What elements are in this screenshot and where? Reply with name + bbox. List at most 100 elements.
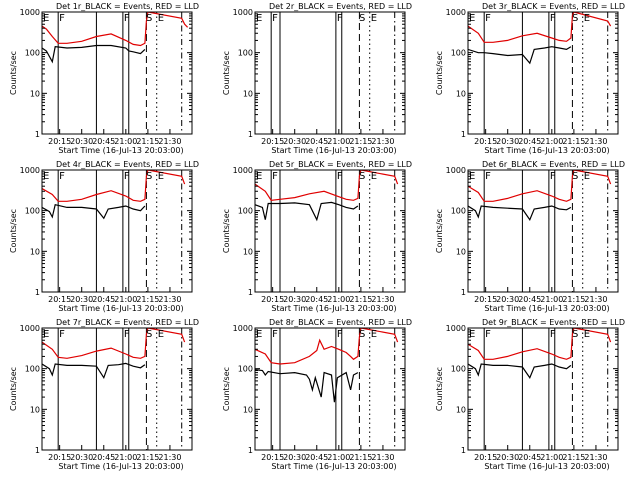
y-tick-label: 100 [238, 49, 253, 58]
y-axis-label: Counts/sec [435, 367, 444, 411]
event-marker-label: E [43, 13, 49, 24]
x-tick-label: 21:15 [349, 295, 372, 304]
panel-title: Det 4r_BLACK = Events, RED = LLD [56, 160, 199, 169]
x-tick-label: 21:15 [349, 453, 372, 462]
lld-series-line [255, 328, 399, 365]
x-tick-label: 20:45 [518, 295, 541, 304]
panel-title: Det 6r_BLACK = Events, RED = LLD [482, 160, 625, 169]
plot-frame [467, 11, 619, 135]
event-marker-label: F [124, 171, 130, 182]
x-tick-label: 21:00 [327, 295, 350, 304]
x-axis-label: Start Time (16-Jul-13 20:03:00) [484, 304, 609, 313]
x-tick-label: 20:30 [283, 453, 306, 462]
x-tick-label: 21:00 [540, 295, 563, 304]
x-tick-label: 20:45 [305, 453, 328, 462]
y-tick-label: 10 [456, 89, 466, 98]
lld-series-line [42, 328, 186, 359]
y-tick-label: 1 [35, 130, 40, 139]
events-series-line [255, 201, 359, 222]
x-tick-label: 20:15 [474, 137, 497, 146]
plot-frame [254, 327, 406, 451]
panel-title: Det 7r_BLACK = Events, RED = LLD [56, 318, 199, 327]
event-marker-label: F [337, 171, 343, 182]
lld-series-line [42, 170, 186, 202]
x-axis-label: Start Time (16-Jul-13 20:03:00) [484, 146, 609, 155]
event-marker-label: S [146, 13, 152, 24]
x-axis-label: Start Time (16-Jul-13 20:03:00) [58, 146, 183, 155]
event-marker-label: E [469, 329, 475, 340]
y-tick-label: 100 [25, 207, 40, 216]
event-marker-label: E [371, 171, 377, 182]
event-marker-label: E [371, 329, 377, 340]
x-tick-label: 20:15 [474, 295, 497, 304]
x-tick-label: 21:00 [327, 137, 350, 146]
plot-area [42, 12, 189, 134]
y-tick-label: 100 [451, 365, 466, 374]
panel-title: Det 2r_BLACK = Events, RED = LLD [269, 2, 412, 11]
event-marker-label: E [584, 171, 590, 182]
plot-frame [467, 169, 619, 293]
y-tick-label: 100 [25, 49, 40, 58]
plot-frame [41, 11, 193, 135]
y-tick-label: 1000 [20, 166, 40, 175]
x-tick-label: 21:30 [584, 137, 607, 146]
x-tick-label: 20:30 [283, 295, 306, 304]
lld-series-line [468, 170, 612, 202]
events-series-line [468, 205, 572, 221]
y-tick-label: 1 [35, 446, 40, 455]
plot-frame [41, 169, 193, 293]
x-tick-label: 21:30 [584, 295, 607, 304]
event-marker-label: F [550, 171, 556, 182]
x-tick-label: 20:30 [283, 137, 306, 146]
x-tick-label: 21:30 [158, 453, 181, 462]
panel-title: Det 8r_BLACK = Events, RED = LLD [269, 318, 412, 327]
x-tick-label: 20:15 [474, 453, 497, 462]
x-tick-label: 21:15 [349, 137, 372, 146]
x-tick-label: 21:30 [584, 453, 607, 462]
y-axis-label: Counts/sec [9, 367, 18, 411]
x-tick-label: 20:30 [496, 137, 519, 146]
x-tick-label: 21:00 [540, 453, 563, 462]
y-tick-label: 100 [238, 365, 253, 374]
x-tick-label: 20:30 [70, 137, 93, 146]
event-marker-label: F [59, 13, 65, 24]
event-marker-label: E [469, 171, 475, 182]
x-tick-label: 20:30 [496, 453, 519, 462]
x-tick-label: 20:45 [305, 295, 328, 304]
event-marker-label: S [146, 329, 152, 340]
event-marker-label: F [550, 13, 556, 24]
y-tick-label: 10 [243, 89, 253, 98]
event-marker-label: S [572, 171, 578, 182]
event-marker-label: F [59, 171, 65, 182]
x-tick-label: 20:45 [92, 295, 115, 304]
y-tick-label: 1 [248, 130, 253, 139]
event-marker-label: S [359, 13, 365, 24]
event-marker-label: E [256, 329, 262, 340]
plot-area [255, 170, 399, 292]
y-axis-label: Counts/sec [222, 209, 231, 253]
lld-series-line [42, 12, 189, 47]
x-tick-label: 20:15 [261, 295, 284, 304]
y-axis-label: Counts/sec [435, 209, 444, 253]
event-marker-label: E [158, 171, 164, 182]
x-tick-label: 21:30 [158, 137, 181, 146]
x-tick-label: 20:45 [305, 137, 328, 146]
plot-frame [467, 327, 619, 451]
y-tick-label: 1000 [233, 324, 253, 333]
x-tick-label: 20:30 [70, 453, 93, 462]
y-tick-label: 10 [456, 247, 466, 256]
x-axis-label: Start Time (16-Jul-13 20:03:00) [271, 462, 396, 471]
y-tick-label: 1 [461, 446, 466, 455]
y-tick-label: 1000 [233, 8, 253, 17]
y-tick-label: 1000 [20, 324, 40, 333]
events-series-line [42, 203, 146, 220]
event-marker-label: F [272, 171, 278, 182]
x-tick-label: 21:15 [136, 295, 159, 304]
x-tick-label: 21:00 [327, 453, 350, 462]
y-tick-label: 1000 [446, 324, 466, 333]
y-tick-label: 1 [35, 288, 40, 297]
y-tick-label: 10 [243, 405, 253, 414]
